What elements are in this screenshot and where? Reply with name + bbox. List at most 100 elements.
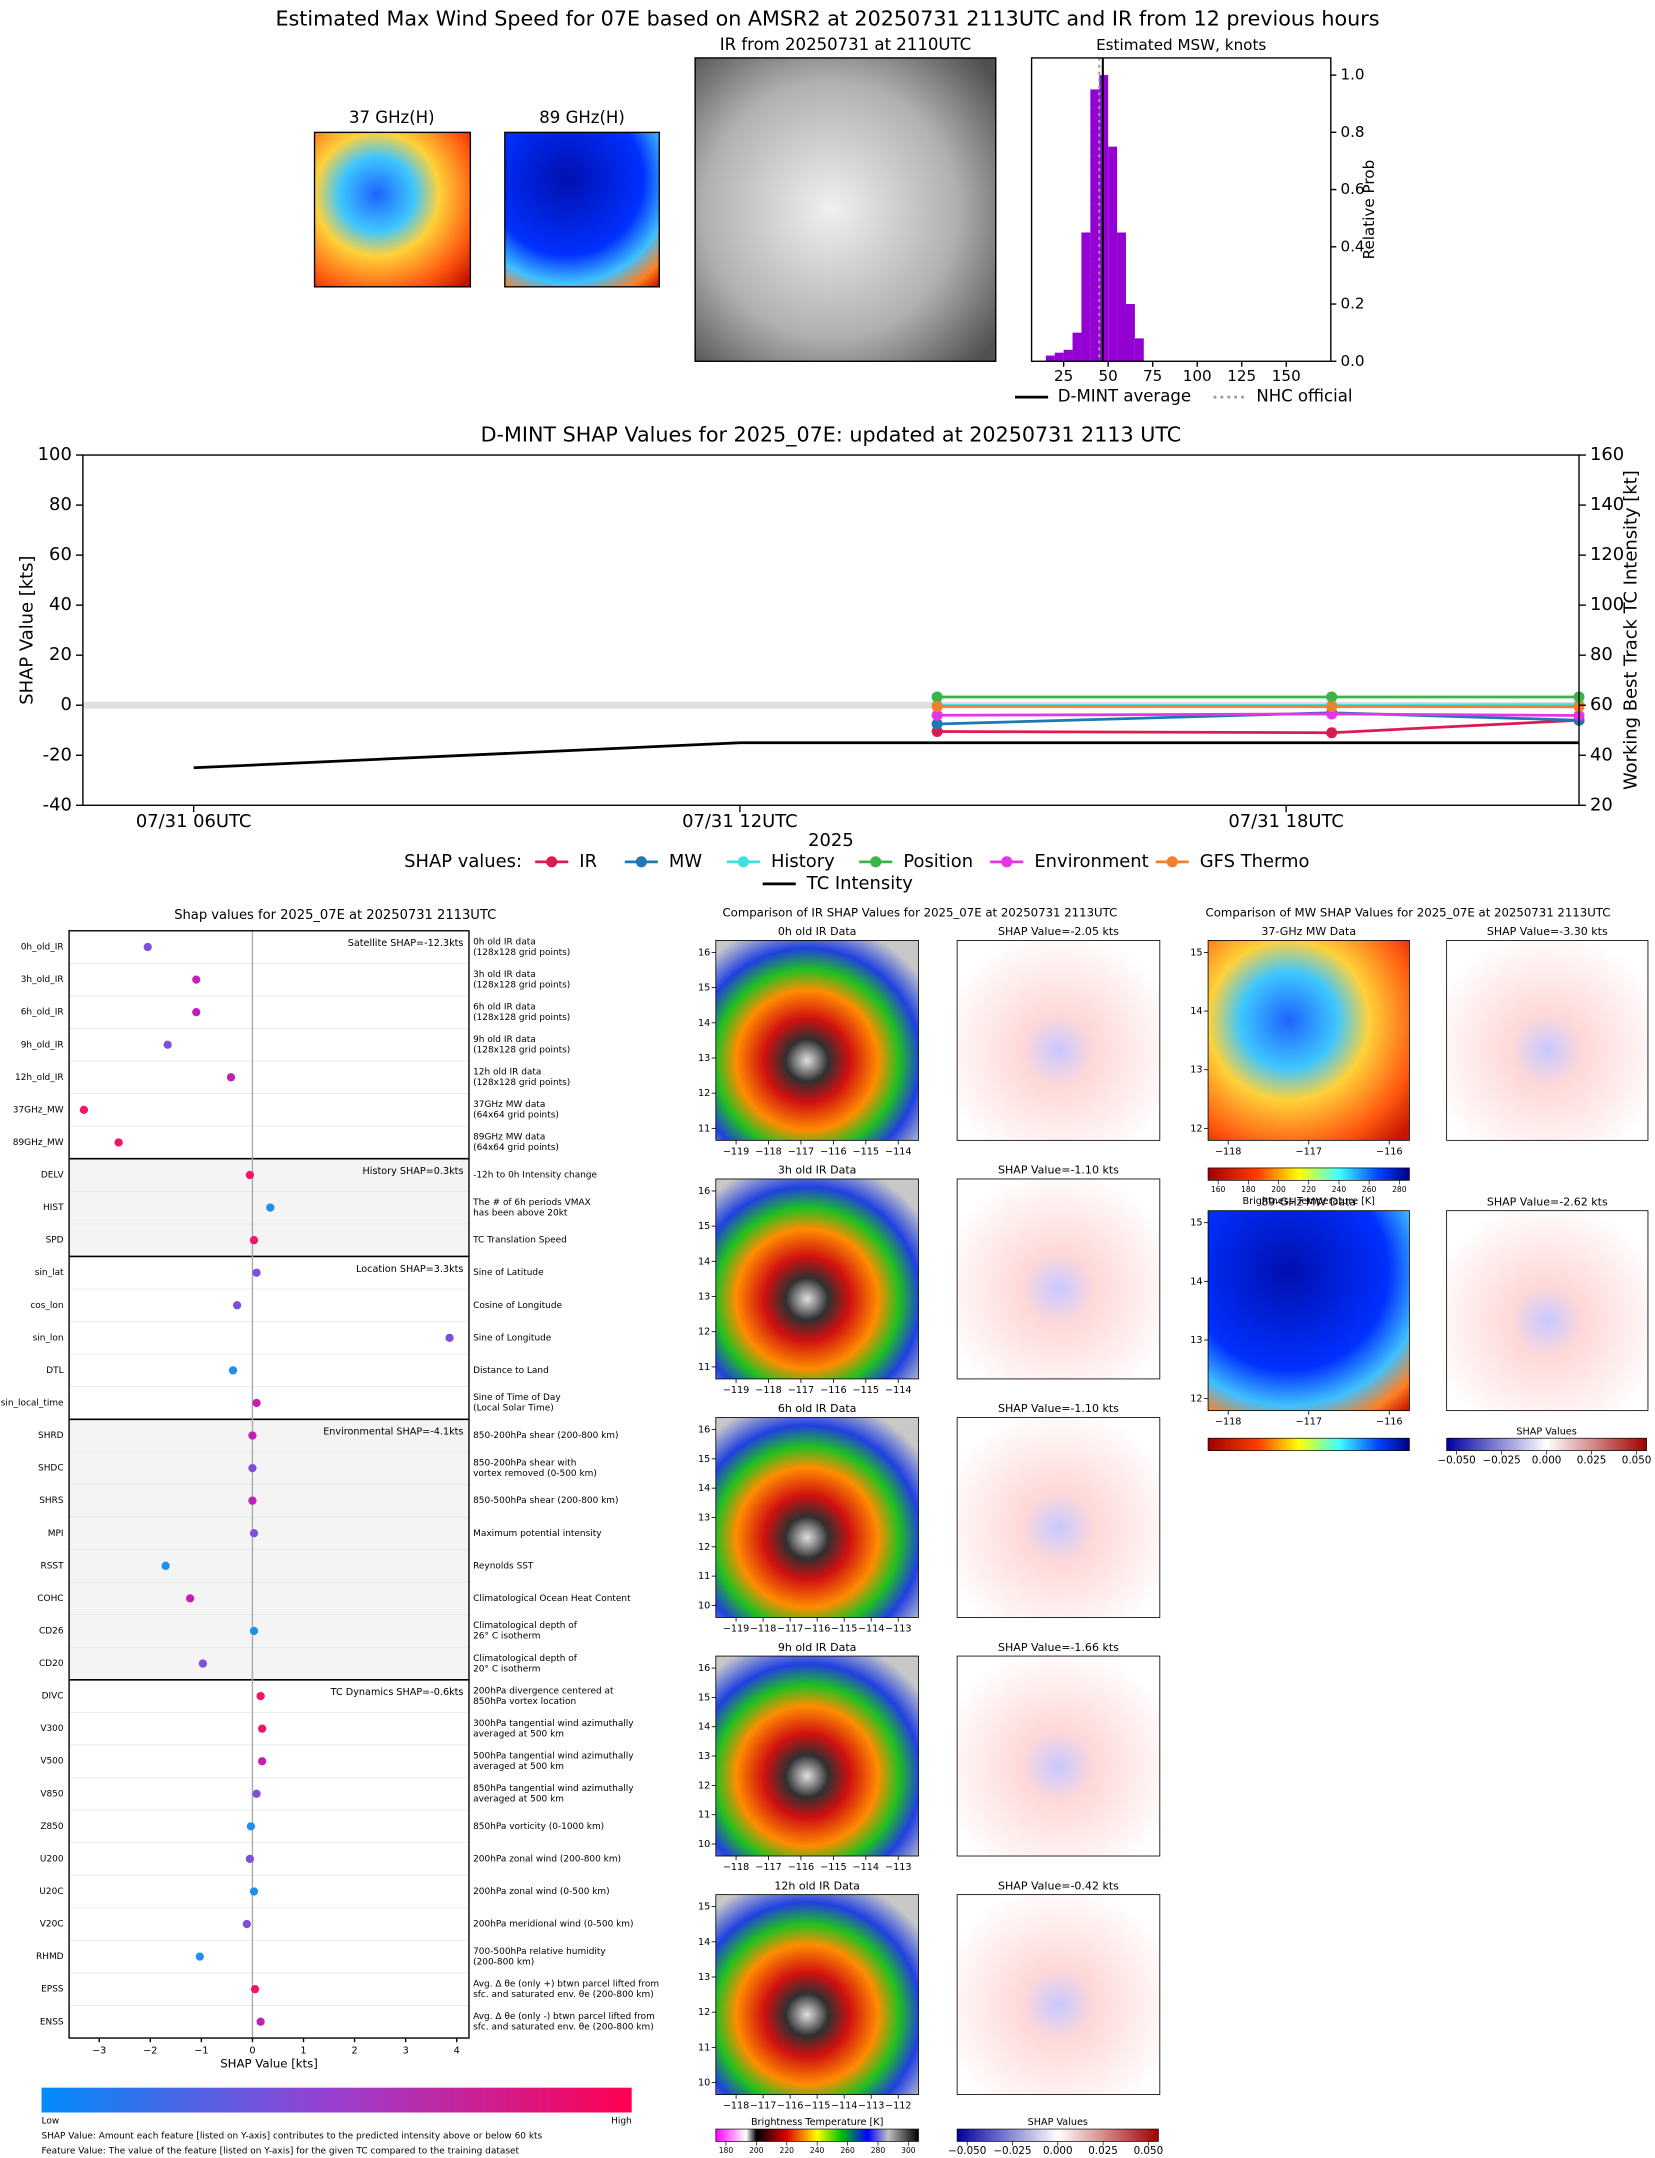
shap-dot	[249, 1626, 259, 1636]
colorbar-tick-label: 0.000	[1532, 1454, 1562, 1466]
colorbar-tick-label: 0.050	[1622, 1454, 1652, 1466]
map-x-tick-label: −119	[723, 1623, 749, 1634]
group-label: Location SHAP=3.3kts	[356, 1264, 463, 1275]
shap-image	[956, 1894, 1161, 2095]
feature-description: (128x128 grid points)	[473, 1045, 570, 1055]
shap-dot	[79, 1105, 89, 1115]
x-tick-label: 75	[1143, 367, 1162, 385]
colorbar-tick-label: 200	[749, 2146, 764, 2155]
feature-name: SHRS	[39, 1496, 64, 1506]
feature-description: 850-500hPa shear (200-800 km)	[473, 1496, 618, 1506]
map-y-tick-label: 12	[1190, 1123, 1202, 1134]
feature-name: DIVC	[42, 1692, 64, 1702]
shap-dot	[195, 1952, 204, 1961]
hist-bar	[1090, 89, 1100, 362]
map-y-tick-label: 13	[1190, 1335, 1202, 1346]
shap-image	[956, 940, 1161, 1141]
panel-title: 37-GHz MW Data	[1261, 925, 1356, 938]
map-y-tick-label: 11	[698, 1362, 710, 1373]
x-axis-label: 2025	[808, 830, 854, 851]
feature-name: COHC	[37, 1594, 63, 1604]
map-y-tick-label: 12	[698, 1780, 710, 1791]
map-y-tick-label: 11	[698, 1123, 710, 1134]
y-tick-label: 100	[38, 444, 72, 465]
map-y-tick-label: 11	[698, 1810, 710, 1821]
feature-name: SHDC	[38, 1464, 64, 1474]
shap-dot	[249, 1236, 259, 1245]
y-tick-label: 0.6	[1340, 180, 1364, 198]
x-tick-label: 07/31 18UTC	[1228, 811, 1344, 832]
feature-description: Avg. Δ θe (only +) btwn parcel lifted fr…	[473, 1979, 659, 1989]
colorbar-label: SHAP Values	[1028, 2117, 1088, 2128]
map-y-tick-label: 15	[698, 1902, 710, 1913]
feature-description: 200hPa divergence centered at	[473, 1686, 614, 1696]
map-y-tick-label: 10	[698, 1600, 710, 1611]
shap-dot	[192, 1008, 201, 1017]
map-y-tick-label: 10	[698, 2078, 710, 2089]
map-x-tick-label: −116	[820, 1385, 846, 1396]
x-tick-label: 07/31 12UTC	[682, 811, 798, 832]
panel-title: 9h old IR Data	[778, 1641, 857, 1654]
x-tick-label: 125	[1227, 367, 1256, 385]
x-axis-label: SHAP Value [kts]	[220, 2057, 318, 2071]
colorbar-tick-label: 200	[1271, 1185, 1286, 1194]
feature-name: sin_lon	[33, 1333, 64, 1343]
section-title: Comparison of IR SHAP Values for 2025_07…	[722, 905, 1117, 919]
feature-name: RSST	[41, 1561, 65, 1571]
colorbar-tick-label: −0.025	[993, 2145, 1031, 2157]
feature-description: 200hPa zonal wind (0-500 km)	[473, 1887, 610, 1897]
feature-name: U200	[40, 1854, 64, 1864]
x-tick-label: −1	[194, 2045, 208, 2056]
map-y-tick-label: 16	[698, 947, 710, 958]
y-tick-label: 1.0	[1340, 66, 1364, 84]
series-point	[1326, 691, 1338, 703]
feature-description: Maximum potential intensity	[473, 1529, 602, 1539]
map-y-tick-label: 13	[698, 1972, 710, 1983]
feature-description: 0h old IR data	[473, 937, 536, 947]
series-point	[931, 700, 943, 712]
feature-description: (128x128 grid points)	[473, 1013, 570, 1023]
shap-dot	[258, 1724, 267, 1733]
hist-bar	[1125, 304, 1135, 362]
feature-name: DTL	[46, 1366, 63, 1376]
y2-axis-label: Working Best Track TC Intensity [kt]	[1620, 470, 1641, 790]
feature-name: 12h_old_IR	[15, 1073, 64, 1083]
map-y-tick-label: 12	[698, 2007, 710, 2018]
feature-description: Climatological depth of	[473, 1621, 578, 1631]
feature-description: 6h old IR data	[473, 1002, 536, 1012]
legend-label: NHC official	[1256, 387, 1352, 406]
shap-dot	[248, 1496, 257, 1505]
y-tick-label: 40	[49, 594, 72, 615]
legend-marker	[635, 856, 647, 868]
legend-label: Position	[903, 851, 973, 872]
shap-dot	[249, 1887, 259, 1896]
feature-description: Cosine of Longitude	[473, 1301, 562, 1311]
panel-title: 12h old IR Data	[774, 1879, 860, 1892]
map-x-tick-label: −117	[1295, 1146, 1321, 1157]
map-image	[715, 1178, 919, 1380]
feature-name: V300	[40, 1724, 64, 1734]
panel-title: 89-GHz MW Data	[1261, 1195, 1356, 1208]
map-y-tick-label: 14	[698, 1483, 710, 1494]
shap-dot	[249, 1529, 259, 1538]
feature-description: sfc. and saturated env. θe (200-800 km)	[473, 1990, 654, 2000]
feature-name: HIST	[43, 1203, 64, 1213]
y2-tick-label: 100	[1590, 594, 1624, 615]
map-x-tick-label: −117	[788, 1385, 814, 1396]
map-y-tick-label: 14	[1190, 1006, 1202, 1017]
legend-label: GFS Thermo	[1200, 851, 1310, 872]
y-axis-label: SHAP Value [kts]	[17, 556, 38, 705]
legend-label: Environment	[1034, 851, 1148, 872]
feature-description: sfc. and saturated env. θe (200-800 km)	[473, 2022, 654, 2032]
x-tick-label: 100	[1183, 367, 1212, 385]
feature-description: 850-200hPa shear with	[473, 1458, 576, 1468]
map-y-tick-label: 11	[698, 1571, 710, 1582]
hist-bar	[1117, 232, 1126, 362]
colorbar-label: Brightness Temperature [K]	[1243, 1196, 1375, 1207]
feature-description: 20° C isotherm	[473, 1664, 540, 1674]
map-x-tick-label: −117	[788, 1146, 814, 1157]
hist-bar	[1108, 146, 1118, 362]
feature-description: (128x128 grid points)	[473, 1078, 570, 1088]
map-x-tick-label: −117	[777, 1623, 803, 1634]
feature-description: 200hPa zonal wind (200-800 km)	[473, 1854, 621, 1864]
